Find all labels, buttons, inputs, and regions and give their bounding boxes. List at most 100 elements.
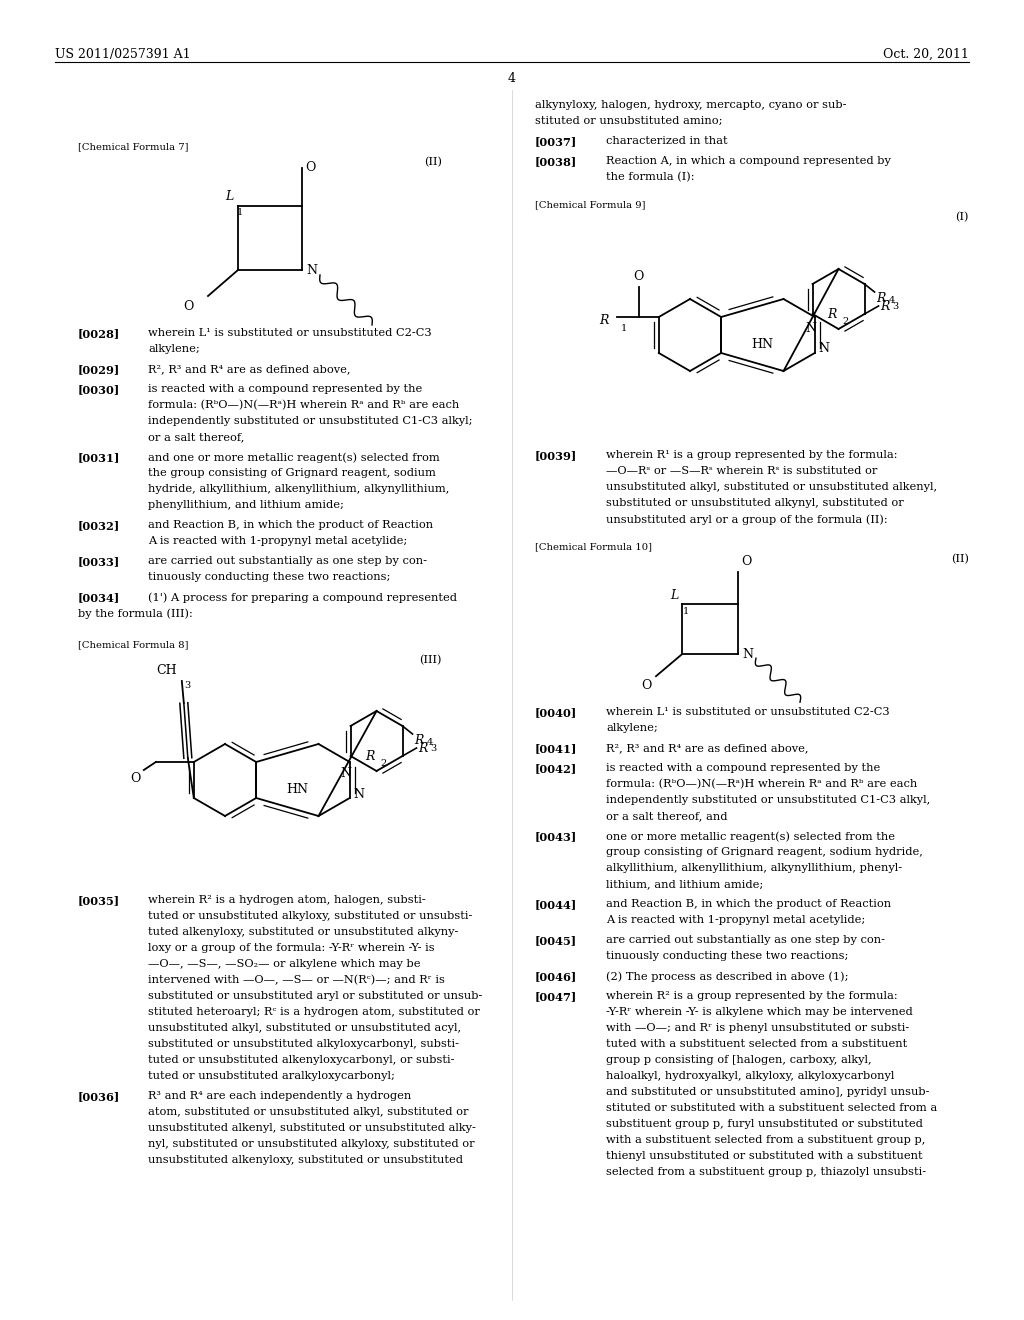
Text: [0031]: [0031] bbox=[78, 451, 121, 463]
Text: wherein L¹ is substituted or unsubstituted C2-C3: wherein L¹ is substituted or unsubstitut… bbox=[148, 327, 432, 338]
Text: [0046]: [0046] bbox=[535, 972, 578, 982]
Text: L: L bbox=[224, 190, 233, 203]
Text: atom, substituted or unsubstituted alkyl, substituted or: atom, substituted or unsubstituted alkyl… bbox=[148, 1107, 469, 1117]
Text: (1') A process for preparing a compound represented: (1') A process for preparing a compound … bbox=[148, 591, 457, 602]
Text: N: N bbox=[819, 342, 829, 355]
Text: unsubstituted aryl or a group of the formula (II):: unsubstituted aryl or a group of the for… bbox=[606, 513, 888, 524]
Text: tuted alkenyloxy, substituted or unsubstituted alkyny-: tuted alkenyloxy, substituted or unsubst… bbox=[148, 927, 459, 937]
Text: one or more metallic reagent(s) selected from the: one or more metallic reagent(s) selected… bbox=[606, 832, 895, 842]
Text: with —O—; and Rʳ is phenyl unsubstituted or substi-: with —O—; and Rʳ is phenyl unsubstituted… bbox=[606, 1023, 909, 1034]
Text: alkynyloxy, halogen, hydroxy, mercapto, cyano or sub-: alkynyloxy, halogen, hydroxy, mercapto, … bbox=[535, 100, 847, 110]
Text: R: R bbox=[881, 300, 890, 313]
Text: tinuously conducting these two reactions;: tinuously conducting these two reactions… bbox=[606, 950, 848, 961]
Text: are carried out substantially as one step by con-: are carried out substantially as one ste… bbox=[148, 556, 427, 566]
Text: and Reaction B, in which the product of Reaction: and Reaction B, in which the product of … bbox=[606, 899, 891, 909]
Text: are carried out substantially as one step by con-: are carried out substantially as one ste… bbox=[606, 935, 885, 945]
Text: L: L bbox=[670, 589, 678, 602]
Text: unsubstituted alkenyl, substituted or unsubstituted alky-: unsubstituted alkenyl, substituted or un… bbox=[148, 1123, 476, 1133]
Text: (II): (II) bbox=[424, 157, 442, 168]
Text: O: O bbox=[642, 680, 652, 692]
Text: thienyl unsubstituted or substituted with a substituent: thienyl unsubstituted or substituted wit… bbox=[606, 1151, 923, 1162]
Text: is reacted with a compound represented by the: is reacted with a compound represented b… bbox=[606, 763, 881, 774]
Text: alkylene;: alkylene; bbox=[148, 345, 200, 354]
Text: [Chemical Formula 8]: [Chemical Formula 8] bbox=[78, 640, 188, 649]
Text: phenyllithium, and lithium amide;: phenyllithium, and lithium amide; bbox=[148, 500, 344, 510]
Text: and substituted or unsubstituted amino], pyridyl unsub-: and substituted or unsubstituted amino],… bbox=[606, 1086, 930, 1097]
Text: N: N bbox=[340, 767, 351, 780]
Text: 1: 1 bbox=[621, 323, 627, 333]
Text: 3: 3 bbox=[430, 744, 437, 752]
Text: CH: CH bbox=[157, 664, 177, 677]
Text: formula: (RᵇO—)N(—Rᵃ)H wherein Rᵃ and Rᵇ are each: formula: (RᵇO—)N(—Rᵃ)H wherein Rᵃ and Rᵇ… bbox=[148, 400, 459, 411]
Text: (III): (III) bbox=[420, 655, 442, 665]
Text: Reaction A, in which a compound represented by: Reaction A, in which a compound represen… bbox=[606, 156, 891, 166]
Text: tuted or unsubstituted alkenyloxycarbonyl, or substi-: tuted or unsubstituted alkenyloxycarbony… bbox=[148, 1055, 455, 1065]
Text: [0029]: [0029] bbox=[78, 364, 120, 375]
Text: O: O bbox=[130, 772, 141, 785]
Text: HN: HN bbox=[752, 338, 773, 351]
Text: (II): (II) bbox=[951, 554, 969, 565]
Text: US 2011/0257391 A1: US 2011/0257391 A1 bbox=[55, 48, 190, 61]
Text: N: N bbox=[742, 648, 753, 661]
Text: 4: 4 bbox=[427, 738, 433, 747]
Text: by the formula (III):: by the formula (III): bbox=[78, 609, 193, 619]
Text: independently substituted or unsubstituted C1-C3 alkyl,: independently substituted or unsubstitut… bbox=[606, 795, 930, 805]
Text: N: N bbox=[306, 264, 317, 276]
Text: unsubstituted alkenyloxy, substituted or unsubstituted: unsubstituted alkenyloxy, substituted or… bbox=[148, 1155, 463, 1166]
Text: unsubstituted alkyl, substituted or unsubstituted acyl,: unsubstituted alkyl, substituted or unsu… bbox=[148, 1023, 461, 1034]
Text: independently substituted or unsubstituted C1-C3 alkyl;: independently substituted or unsubstitut… bbox=[148, 416, 472, 426]
Text: [0036]: [0036] bbox=[78, 1092, 120, 1102]
Text: loxy or a group of the formula: -Y-Rʳ wherein -Y- is: loxy or a group of the formula: -Y-Rʳ wh… bbox=[148, 942, 434, 953]
Text: [Chemical Formula 7]: [Chemical Formula 7] bbox=[78, 143, 188, 150]
Text: lithium, and lithium amide;: lithium, and lithium amide; bbox=[606, 879, 763, 888]
Text: group consisting of Grignard reagent, sodium hydride,: group consisting of Grignard reagent, so… bbox=[606, 847, 923, 857]
Text: R: R bbox=[415, 734, 424, 747]
Text: with a substituent selected from a substituent group p,: with a substituent selected from a subst… bbox=[606, 1135, 926, 1144]
Text: R: R bbox=[877, 292, 886, 305]
Text: wherein R¹ is a group represented by the formula:: wherein R¹ is a group represented by the… bbox=[606, 450, 897, 459]
Text: substituent group p, furyl unsubstituted or substituted: substituent group p, furyl unsubstituted… bbox=[606, 1119, 923, 1129]
Text: 2: 2 bbox=[843, 317, 849, 326]
Text: hydride, alkyllithium, alkenyllithium, alkynyllithium,: hydride, alkyllithium, alkenyllithium, a… bbox=[148, 484, 450, 494]
Text: [0040]: [0040] bbox=[535, 708, 578, 718]
Text: tuted with a substituent selected from a substituent: tuted with a substituent selected from a… bbox=[606, 1039, 907, 1049]
Text: -Y-Rʳ wherein -Y- is alkylene which may be intervened: -Y-Rʳ wherein -Y- is alkylene which may … bbox=[606, 1007, 912, 1016]
Text: R: R bbox=[599, 314, 609, 326]
Text: R: R bbox=[827, 308, 837, 321]
Text: R: R bbox=[419, 742, 428, 755]
Text: [0034]: [0034] bbox=[78, 591, 120, 603]
Text: selected from a substituent group p, thiazolyl unsubsti-: selected from a substituent group p, thi… bbox=[606, 1167, 926, 1177]
Text: (I): (I) bbox=[955, 213, 969, 222]
Text: 3: 3 bbox=[893, 302, 899, 312]
Text: stituted heteroaryl; Rᶜ is a hydrogen atom, substituted or: stituted heteroaryl; Rᶜ is a hydrogen at… bbox=[148, 1007, 480, 1016]
Text: O: O bbox=[305, 161, 315, 174]
Text: [0044]: [0044] bbox=[535, 899, 578, 909]
Text: substituted or unsubstituted aryl or substituted or unsub-: substituted or unsubstituted aryl or sub… bbox=[148, 991, 482, 1001]
Text: 2: 2 bbox=[381, 759, 387, 768]
Text: [0038]: [0038] bbox=[535, 156, 578, 168]
Text: O: O bbox=[741, 554, 752, 568]
Text: 3: 3 bbox=[184, 681, 190, 690]
Text: A is reacted with 1-propynyl metal acetylide;: A is reacted with 1-propynyl metal acety… bbox=[606, 915, 865, 925]
Text: [0033]: [0033] bbox=[78, 556, 120, 568]
Text: Oct. 20, 2011: Oct. 20, 2011 bbox=[883, 48, 969, 61]
Text: tuted or unsubstituted aralkyloxycarbonyl;: tuted or unsubstituted aralkyloxycarbony… bbox=[148, 1071, 395, 1081]
Text: R², R³ and R⁴ are as defined above,: R², R³ and R⁴ are as defined above, bbox=[606, 743, 809, 752]
Text: 1: 1 bbox=[683, 607, 689, 616]
Text: R³ and R⁴ are each independently a hydrogen: R³ and R⁴ are each independently a hydro… bbox=[148, 1092, 412, 1101]
Text: —O—, —S—, —SO₂— or alkylene which may be: —O—, —S—, —SO₂— or alkylene which may be bbox=[148, 960, 421, 969]
Text: [0043]: [0043] bbox=[535, 832, 578, 842]
Text: [0028]: [0028] bbox=[78, 327, 120, 339]
Text: stituted or substituted with a substituent selected from a: stituted or substituted with a substitue… bbox=[606, 1104, 937, 1113]
Text: haloalkyl, hydroxyalkyl, alkyloxy, alkyloxycarbonyl: haloalkyl, hydroxyalkyl, alkyloxy, alkyl… bbox=[606, 1071, 894, 1081]
Text: unsubstituted alkyl, substituted or unsubstituted alkenyl,: unsubstituted alkyl, substituted or unsu… bbox=[606, 482, 937, 492]
Text: the group consisting of Grignard reagent, sodium: the group consisting of Grignard reagent… bbox=[148, 469, 436, 478]
Text: tinuously conducting these two reactions;: tinuously conducting these two reactions… bbox=[148, 572, 390, 582]
Text: 4: 4 bbox=[508, 73, 516, 84]
Text: wherein R² is a hydrogen atom, halogen, substi-: wherein R² is a hydrogen atom, halogen, … bbox=[148, 895, 426, 906]
Text: [0035]: [0035] bbox=[78, 895, 120, 906]
Text: or a salt thereof,: or a salt thereof, bbox=[148, 432, 245, 442]
Text: HN: HN bbox=[287, 783, 308, 796]
Text: intervened with —O—, —S— or —N(Rᶜ)—; and Rʳ is: intervened with —O—, —S— or —N(Rᶜ)—; and… bbox=[148, 975, 444, 985]
Text: alkyllithium, alkenyllithium, alkynyllithium, phenyl-: alkyllithium, alkenyllithium, alkynyllit… bbox=[606, 863, 902, 873]
